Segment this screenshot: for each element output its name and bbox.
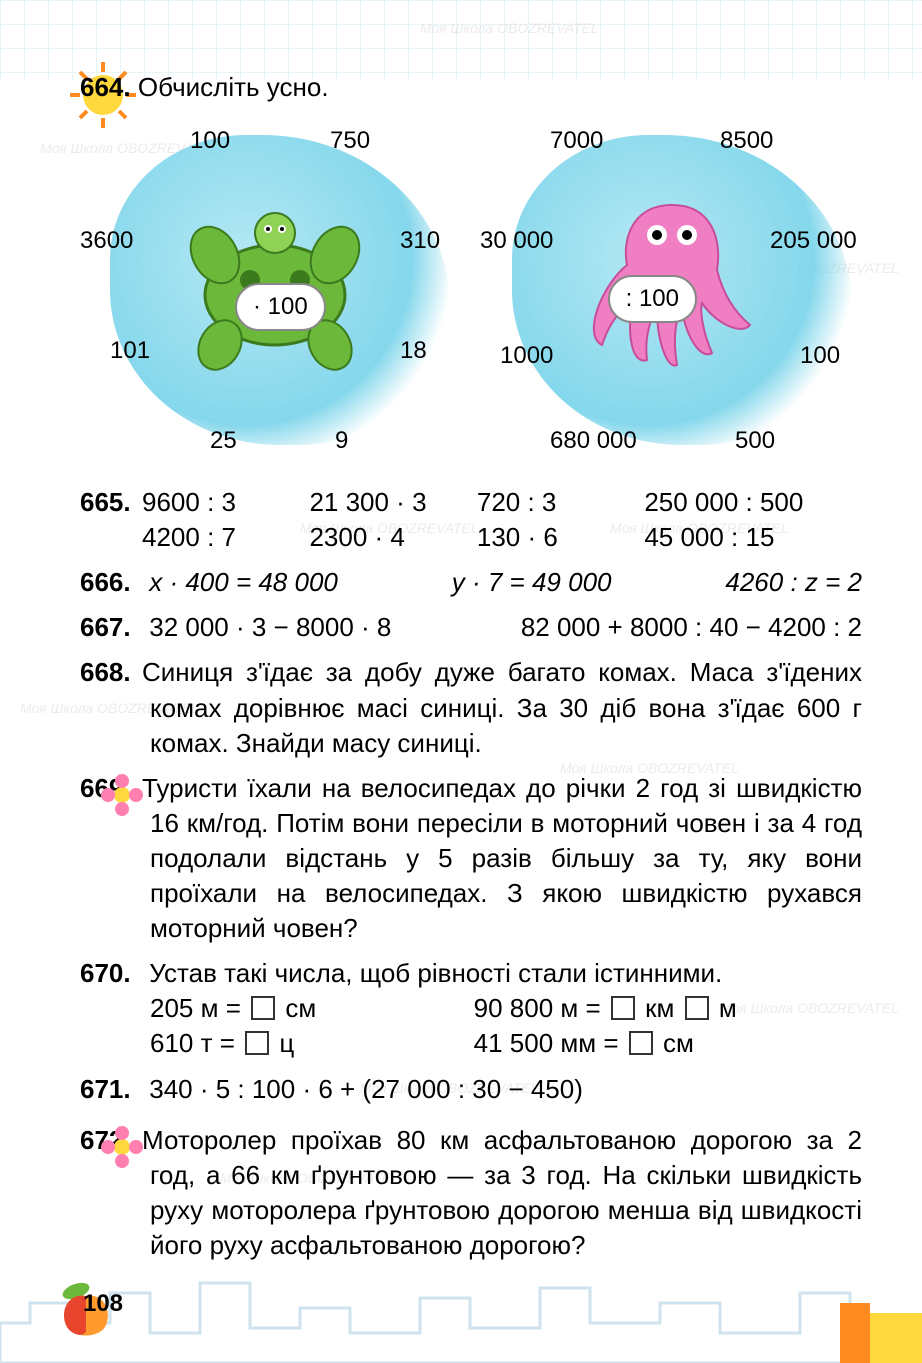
fill-equation: 610 т = ц (150, 1026, 474, 1061)
exercise-number: 667. (80, 610, 142, 645)
exercise-672: 672.Моторолер проїхав 80 км асфальтовано… (80, 1123, 862, 1263)
exercise-668: 668.Синиця з'їдає за добу дуже багато ко… (80, 655, 862, 760)
exercise-text: Туристи їхали на велосипедах до річки 2 … (142, 773, 862, 943)
figure-number: 7000 (550, 125, 603, 157)
expr: 720 : 3 (477, 485, 644, 520)
expr: 250 000 : 500 (644, 485, 862, 520)
exercise-667: 667. 32 000 · 3 − 8000 · 8 82 000 + 8000… (80, 610, 862, 645)
page-number-badge: 108 (72, 1273, 134, 1335)
figure-number: 18 (400, 335, 427, 367)
exercise-669: 669.Туристи їхали на велосипедах до річк… (80, 771, 862, 946)
exercise-title: Обчисліть усно. (138, 72, 329, 102)
exercise-666: 666. x · 400 = 48 000 y · 7 = 49 000 426… (80, 565, 862, 600)
exercise-671: 671. 340 · 5 : 100 · 6 + (27 000 : 30 − … (80, 1072, 862, 1107)
page-number: 108 (83, 1290, 123, 1318)
figure-number: 30 000 (480, 225, 553, 257)
fill-box[interactable] (245, 1031, 269, 1055)
figure-number: 205 000 (770, 225, 857, 257)
exercise-text: Моторолер проїхав 80 км асфальтованою до… (142, 1125, 862, 1260)
spacer (80, 520, 142, 555)
figure-number: 1000 (500, 340, 553, 372)
fill-box[interactable] (251, 996, 275, 1020)
exercise-670: 670. Устав такі числа, щоб рівності стал… (80, 956, 862, 1061)
exercise-number: 670. (80, 956, 142, 991)
fill-box[interactable] (629, 1031, 653, 1055)
fill-box[interactable] (685, 996, 709, 1020)
figure-number: 680 000 (550, 425, 637, 457)
figure-number: 8500 (720, 125, 773, 157)
equation: 4260 : z = 2 (725, 565, 862, 600)
exercise-number: 665. (80, 485, 142, 520)
homework-flower-icon (100, 1125, 144, 1169)
expr: 21 300 · 3 (309, 485, 476, 520)
fill-equation: 90 800 м = км м (474, 991, 862, 1026)
figure-number: 3600 (80, 225, 133, 257)
fill-equation: 205 м = см (150, 991, 474, 1026)
exercise-text: Синиця з'їдає за добу дуже багато комах.… (142, 657, 862, 757)
octopus-center-label: : 100 (608, 275, 697, 323)
exercise-number: 671. (80, 1072, 142, 1107)
expr: 4200 : 7 (142, 520, 309, 555)
exercise-664-header: 664. Обчисліть усно. (80, 70, 862, 105)
fill-box[interactable] (611, 996, 635, 1020)
exercise-number: 664. (80, 72, 131, 102)
exercise-number: 666. (80, 565, 142, 600)
fill-equation: 41 500 мм = см (474, 1026, 862, 1061)
figure-number: 500 (735, 425, 775, 457)
expr: 130 · 6 (477, 520, 644, 555)
skyline-footer-icon (0, 1273, 922, 1363)
expr: 9600 : 3 (142, 485, 309, 520)
expr: 32 000 · 3 − 8000 · 8 (149, 612, 391, 642)
figure-number: 25 (210, 425, 237, 457)
turtle-center-label: · 100 (235, 283, 326, 331)
figure-number: 9 (335, 425, 348, 457)
equation: x · 400 = 48 000 (149, 567, 338, 597)
expr: 45 000 : 15 (644, 520, 862, 555)
exercise-665: 665. 9600 : 3 21 300 · 3 720 : 3 250 000… (80, 485, 862, 555)
page-content: 664. Обчисліть усно. · 100 100 750 3600 … (0, 0, 922, 1263)
exercise-number: 668. (80, 655, 142, 690)
equation: y · 7 = 49 000 (452, 565, 612, 600)
exercise-664-figures: · 100 100 750 3600 310 101 18 25 9 : 100… (80, 115, 862, 485)
figure-number: 100 (800, 340, 840, 372)
expr: 340 · 5 : 100 · 6 + (27 000 : 30 − 450) (149, 1074, 583, 1104)
figure-number: 101 (110, 335, 150, 367)
figure-number: 100 (190, 125, 230, 157)
exercise-title: Устав такі числа, щоб рівності стали іст… (149, 958, 722, 988)
figure-number: 750 (330, 125, 370, 157)
expr: 82 000 + 8000 : 40 − 4200 : 2 (521, 610, 862, 645)
homework-flower-icon (100, 773, 144, 817)
figure-number: 310 (400, 225, 440, 257)
expr: 2300 · 4 (309, 520, 476, 555)
